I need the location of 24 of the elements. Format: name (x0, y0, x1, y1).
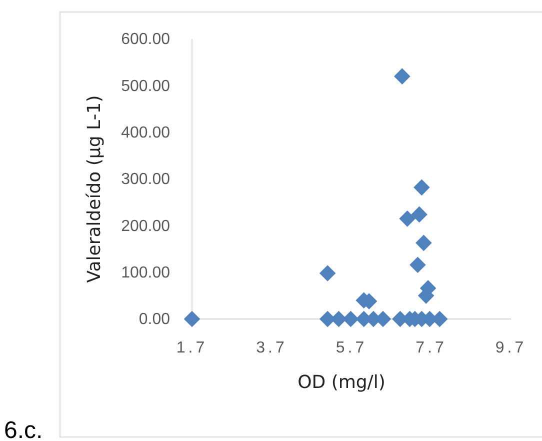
y-tick-label: 300.00 (121, 171, 170, 188)
point (411, 206, 428, 223)
point (342, 310, 359, 328)
point (410, 256, 426, 274)
x-axis-title: OD (mg/l) (298, 372, 386, 393)
x-tick-label: 1.7 (176, 339, 208, 356)
point (416, 234, 432, 252)
y-tick-label: 0.00 (138, 311, 170, 328)
y-tick-label: 400.00 (121, 124, 170, 142)
x-tick-label: 5.7 (336, 339, 368, 356)
point (414, 179, 430, 196)
x-tick-label: 7.7 (416, 339, 447, 356)
text: 6.c. (4, 417, 43, 441)
y-axis-title: Valeraldeído (µg L-1) (84, 95, 105, 283)
x-tick-label: 3.7 (256, 339, 288, 356)
point (319, 265, 336, 282)
point (394, 68, 410, 84)
y-tick-label: 200.00 (121, 218, 170, 235)
point (399, 210, 416, 227)
x-tick-label: 9.7 (495, 339, 527, 356)
point (184, 310, 200, 328)
y-tick-label: 100.00 (121, 264, 170, 282)
y-tick-label: 600.00 (121, 31, 170, 48)
y-tick-label: 500.00 (121, 78, 170, 95)
